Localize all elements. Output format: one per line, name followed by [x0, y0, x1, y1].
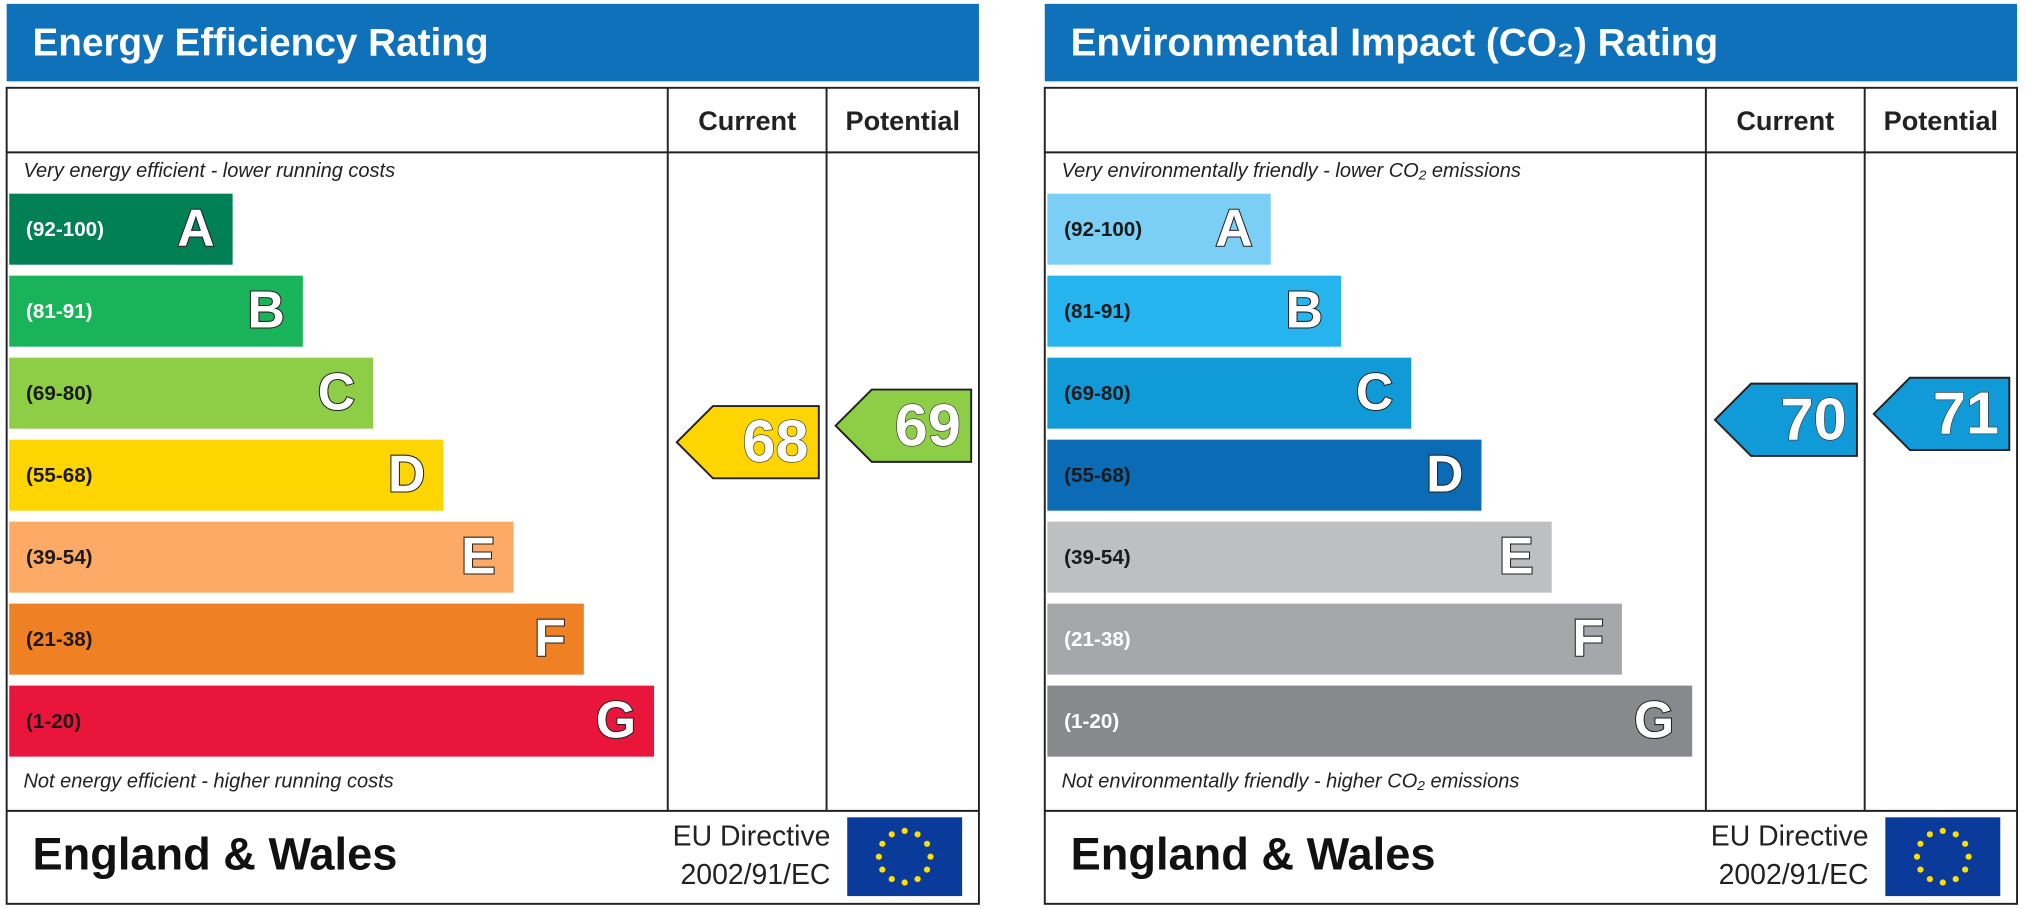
band-range: (69-80) [1064, 382, 1131, 405]
band-letter: E [1499, 526, 1533, 584]
eu-star [888, 875, 895, 883]
band-range: (39-54) [1064, 546, 1131, 569]
eu-star [901, 879, 908, 886]
eu-star [1917, 840, 1924, 847]
column-header: Current [1736, 105, 1834, 136]
band-range: (1-20) [1064, 710, 1119, 733]
chart-title: Environmental Impact (CO₂) Rating [1071, 21, 1719, 64]
band-range: (92-100) [1064, 218, 1142, 241]
band-bar [1047, 193, 1271, 265]
directive: 2002/91/EC [680, 859, 830, 891]
eu-star [1926, 831, 1933, 838]
region: England & Wales [1071, 828, 1436, 879]
rating-value: 71 [1933, 379, 1999, 446]
eu-star [888, 831, 895, 838]
eu-star [923, 866, 931, 873]
band-range: (92-100) [26, 218, 104, 241]
band-bar [9, 357, 374, 429]
header-bar [6, 3, 979, 82]
eu-star [1926, 875, 1933, 883]
band-bar [9, 685, 655, 757]
band-range: (21-38) [26, 628, 93, 651]
eu-star [1952, 875, 1959, 883]
directive: 2002/91/EC [1719, 859, 1869, 891]
band-letter: F [534, 608, 566, 666]
rating-arrow [675, 405, 820, 480]
eu-star [914, 831, 921, 838]
header-bar [1044, 3, 2018, 82]
eu-star [1939, 827, 1946, 834]
band-letter: A [1215, 198, 1252, 256]
directive: EU Directive [673, 820, 831, 852]
rating-arrow [1713, 382, 1858, 457]
eu-star [1965, 853, 1972, 860]
eu-star [879, 840, 886, 847]
band-letter: C [1356, 362, 1393, 420]
column-header: Potential [846, 105, 960, 136]
bottom-note: Not energy efficient - higher running co… [23, 771, 393, 793]
eu-star [914, 875, 921, 883]
column-header: Current [698, 105, 796, 136]
band-bar [1047, 275, 1341, 347]
band-letter: G [596, 690, 636, 748]
bottom-note: Not environmentally friendly - higher CO… [1062, 771, 1520, 793]
band-range: (69-80) [26, 382, 93, 405]
band-bar [9, 603, 584, 675]
band-letter: C [318, 362, 355, 420]
band-range: (55-68) [1064, 464, 1131, 487]
rating-value: 69 [895, 391, 961, 458]
band-range: (55-68) [26, 464, 93, 487]
band-bar [9, 275, 303, 347]
eu-star [1917, 866, 1924, 873]
band-bar [9, 439, 444, 511]
band-range: (81-91) [1064, 300, 1131, 323]
band-bar [9, 193, 233, 265]
band-letter: A [177, 198, 214, 256]
rating-arrow [834, 388, 973, 463]
band-bar [1047, 603, 1622, 675]
band-letter: B [247, 280, 284, 338]
band-letter: F [1572, 608, 1604, 666]
column-header: Potential [1884, 105, 1998, 136]
top-note: Very energy efficient - lower running co… [23, 160, 395, 182]
eu-star [1962, 840, 1969, 847]
band-bar [9, 521, 514, 593]
band-range: (39-54) [26, 546, 93, 569]
eu-star [1962, 866, 1969, 873]
band-letter: D [1426, 444, 1463, 502]
top-note: Very environmentally friendly - lower CO… [1062, 160, 1521, 182]
band-bar [1047, 521, 1552, 593]
band-bar [1047, 685, 1693, 757]
rating-value: 68 [742, 408, 808, 475]
eu-star [927, 853, 934, 860]
eu-star [901, 827, 908, 834]
rating-arrow [1872, 376, 2011, 452]
eu-star [923, 840, 931, 847]
eu-star [1913, 853, 1921, 860]
band-letter: B [1286, 280, 1323, 338]
band-letter: E [461, 526, 495, 584]
band-letter: D [388, 444, 425, 502]
band-range: (81-91) [26, 300, 93, 323]
eu-star [875, 853, 882, 860]
eu-star [879, 866, 886, 873]
band-bar [1047, 439, 1482, 511]
band-bar [1047, 357, 1412, 429]
chart-title: Energy Efficiency Rating [32, 21, 488, 64]
rating-value: 70 [1781, 385, 1847, 452]
band-range: (1-20) [26, 710, 81, 733]
band-range: (21-38) [1064, 628, 1131, 651]
eu-star [1952, 831, 1959, 838]
band-letter: G [1634, 690, 1674, 748]
eu-star [1939, 879, 1946, 886]
region: England & Wales [32, 828, 397, 879]
directive: EU Directive [1711, 820, 1869, 852]
